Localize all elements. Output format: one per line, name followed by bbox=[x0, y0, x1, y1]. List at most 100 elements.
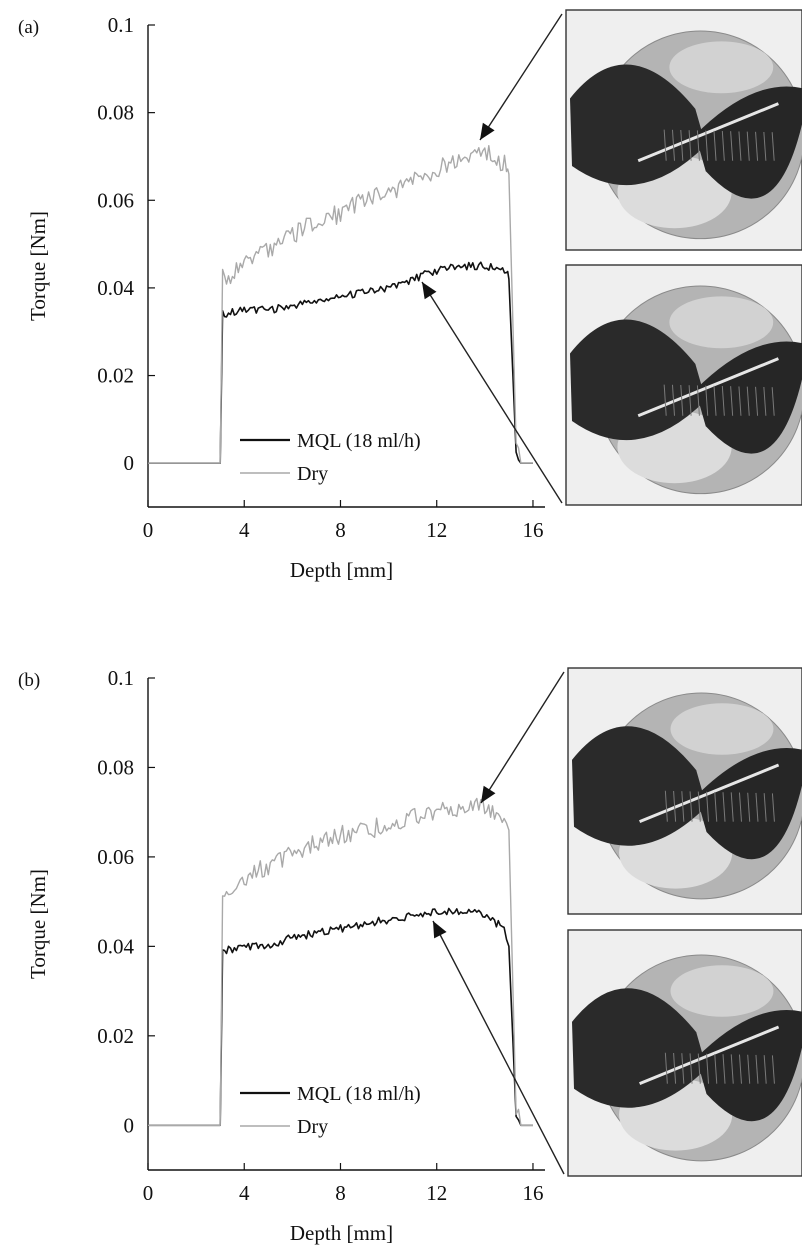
pointer-arrow-line bbox=[480, 671, 565, 804]
panel-label: (b) bbox=[18, 670, 40, 691]
wear-hatch bbox=[738, 792, 742, 822]
wear-hatch bbox=[713, 130, 717, 161]
cutting-edge bbox=[637, 102, 779, 163]
y-axis-label: Torque [Nm] bbox=[26, 869, 50, 979]
y-tick-label: 0.08 bbox=[97, 755, 134, 779]
drill-flute bbox=[696, 1010, 802, 1122]
wear-hatch bbox=[722, 1054, 726, 1084]
wear-hatch bbox=[755, 131, 759, 161]
x-tick-label: 4 bbox=[239, 1181, 250, 1205]
wear-hatch bbox=[755, 792, 759, 822]
y-tick-label: 0.06 bbox=[97, 188, 134, 212]
legend-label-dry: Dry bbox=[297, 1116, 328, 1138]
wear-hatch bbox=[730, 386, 734, 416]
wear-hatch bbox=[696, 130, 700, 161]
wear-hatch bbox=[755, 386, 759, 416]
cutting-edge bbox=[639, 1025, 780, 1086]
series-line-dry bbox=[148, 145, 533, 464]
pointer-arrow-head bbox=[481, 785, 496, 803]
legend-label-mql: MQL (18 ml/h) bbox=[297, 430, 421, 452]
y-tick-label: 0.04 bbox=[97, 934, 134, 958]
series-line-mql bbox=[148, 261, 533, 464]
wear-hatch bbox=[747, 1054, 751, 1084]
wear-hatch bbox=[746, 386, 750, 416]
drill-flute bbox=[572, 726, 707, 846]
wear-hatch bbox=[697, 1053, 701, 1084]
wear-hatch bbox=[705, 385, 709, 416]
wear-hatch bbox=[738, 1054, 742, 1084]
wear-hatch bbox=[714, 791, 718, 822]
y-tick-label: 0.06 bbox=[97, 845, 134, 869]
drill-tip-photo-mql bbox=[565, 264, 802, 506]
y-tick-label: 0.08 bbox=[97, 101, 134, 125]
wear-hatch bbox=[688, 130, 692, 161]
pointer-arrow-head bbox=[433, 921, 447, 939]
drill-highlight bbox=[669, 296, 774, 349]
wear-hatch bbox=[738, 386, 742, 416]
wear-hatch bbox=[763, 131, 767, 161]
wear-hatch bbox=[722, 792, 726, 822]
y-tick-label: 0.02 bbox=[97, 1024, 134, 1048]
wear-hatch bbox=[689, 1053, 693, 1084]
wear-hatch bbox=[671, 129, 675, 161]
x-tick-label: 16 bbox=[522, 518, 543, 542]
wear-hatch bbox=[771, 132, 775, 161]
wear-hatch bbox=[697, 791, 701, 822]
x-tick-label: 12 bbox=[426, 518, 447, 542]
chart-panel-b: 0 0.02 0.04 0.06 0.08 0.1 0 4 8 12 16 Depth [mm] Tor… bbox=[18, 666, 802, 1245]
series-line-dry bbox=[148, 797, 533, 1126]
drill-flute bbox=[695, 86, 802, 199]
wear-hatch bbox=[755, 1054, 759, 1084]
wear-hatch bbox=[771, 387, 775, 416]
wear-hatch bbox=[771, 793, 775, 822]
chart-panel-a: 0 0.02 0.04 0.06 0.08 0.1 0 4 8 12 16 Depth [mm] Tor… bbox=[18, 9, 802, 582]
drill-flute bbox=[572, 988, 707, 1108]
wear-hatch bbox=[705, 130, 709, 161]
wear-hatch bbox=[721, 385, 725, 416]
pointer-arrow-head bbox=[480, 122, 495, 140]
pointer-arrow-line bbox=[432, 920, 565, 1175]
drill-flute bbox=[696, 748, 802, 860]
wear-hatch bbox=[680, 384, 684, 416]
pointer-arrow-head bbox=[422, 282, 437, 300]
panel-label: (a) bbox=[18, 17, 39, 38]
wear-hatch bbox=[681, 791, 685, 822]
drill-tip-photo-dry bbox=[567, 667, 802, 915]
wear-hatch bbox=[771, 1055, 775, 1084]
x-tick-label: 12 bbox=[426, 1181, 447, 1205]
wear-hatch bbox=[714, 1053, 718, 1084]
wear-hatch bbox=[664, 1052, 668, 1084]
y-tick-label: 0.1 bbox=[108, 666, 134, 690]
drill-tip-photo-dry bbox=[565, 9, 802, 251]
series-line-mql bbox=[148, 907, 533, 1127]
wear-hatch bbox=[763, 1055, 767, 1084]
wear-hatch bbox=[688, 385, 692, 416]
wear-hatch bbox=[706, 791, 710, 822]
y-tick-label: 0 bbox=[124, 1113, 135, 1137]
wear-hatch bbox=[706, 1053, 710, 1084]
wear-hatch bbox=[747, 792, 751, 822]
x-tick-label: 0 bbox=[143, 1181, 154, 1205]
cutting-edge bbox=[639, 763, 780, 824]
x-tick-label: 0 bbox=[143, 518, 154, 542]
drill-highlight bbox=[670, 965, 774, 1017]
x-tick-label: 16 bbox=[522, 1181, 543, 1205]
x-tick-label: 8 bbox=[335, 1181, 346, 1205]
wear-hatch bbox=[696, 385, 700, 416]
wear-hatch bbox=[763, 793, 767, 822]
wear-hatch bbox=[663, 384, 667, 416]
x-tick-label: 8 bbox=[335, 518, 346, 542]
wear-hatch bbox=[671, 384, 675, 416]
pointer-arrow-line bbox=[421, 281, 563, 504]
y-axis-label: Torque [Nm] bbox=[26, 211, 50, 321]
wear-hatch bbox=[680, 129, 684, 161]
wear-hatch bbox=[681, 1053, 685, 1084]
drill-flute bbox=[570, 319, 706, 441]
x-tick-label: 4 bbox=[239, 518, 250, 542]
wear-hatch bbox=[738, 131, 742, 161]
wear-hatch bbox=[713, 385, 717, 416]
wear-hatch bbox=[730, 131, 734, 161]
pointer-arrow-line bbox=[479, 13, 563, 141]
wear-hatch bbox=[730, 792, 734, 822]
